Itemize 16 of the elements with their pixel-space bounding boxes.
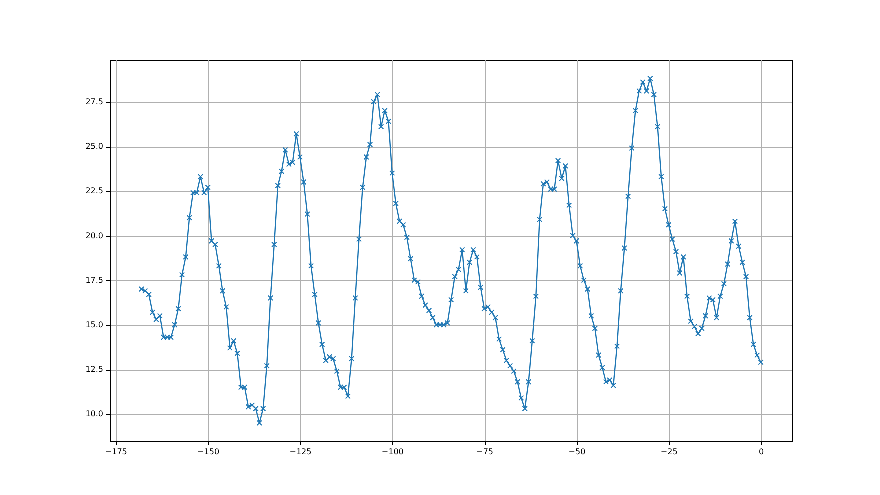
x-tick-label: −125 [290,448,312,456]
x-tick-label: 0 [758,448,764,456]
y-tick-label: 17.5 [86,276,104,285]
y-tick-label: 10.0 [86,410,104,419]
y-tick-label: 25.0 [86,142,104,152]
x-tick-label: −75 [476,448,494,456]
y-tick-label: 20.0 [86,231,104,240]
x-tick-label: −150 [198,448,220,456]
x-tick-label: −25 [660,448,678,456]
x-tick-label: −50 [568,448,586,456]
y-tick-label: 15.0 [86,320,104,330]
y-tick-label: 22.5 [86,186,104,196]
y-tick-label: 27.5 [86,97,104,106]
x-tick-label: −175 [105,448,128,456]
x-tick-label: −100 [382,448,404,456]
y-tick-label: 12.5 [86,365,104,374]
